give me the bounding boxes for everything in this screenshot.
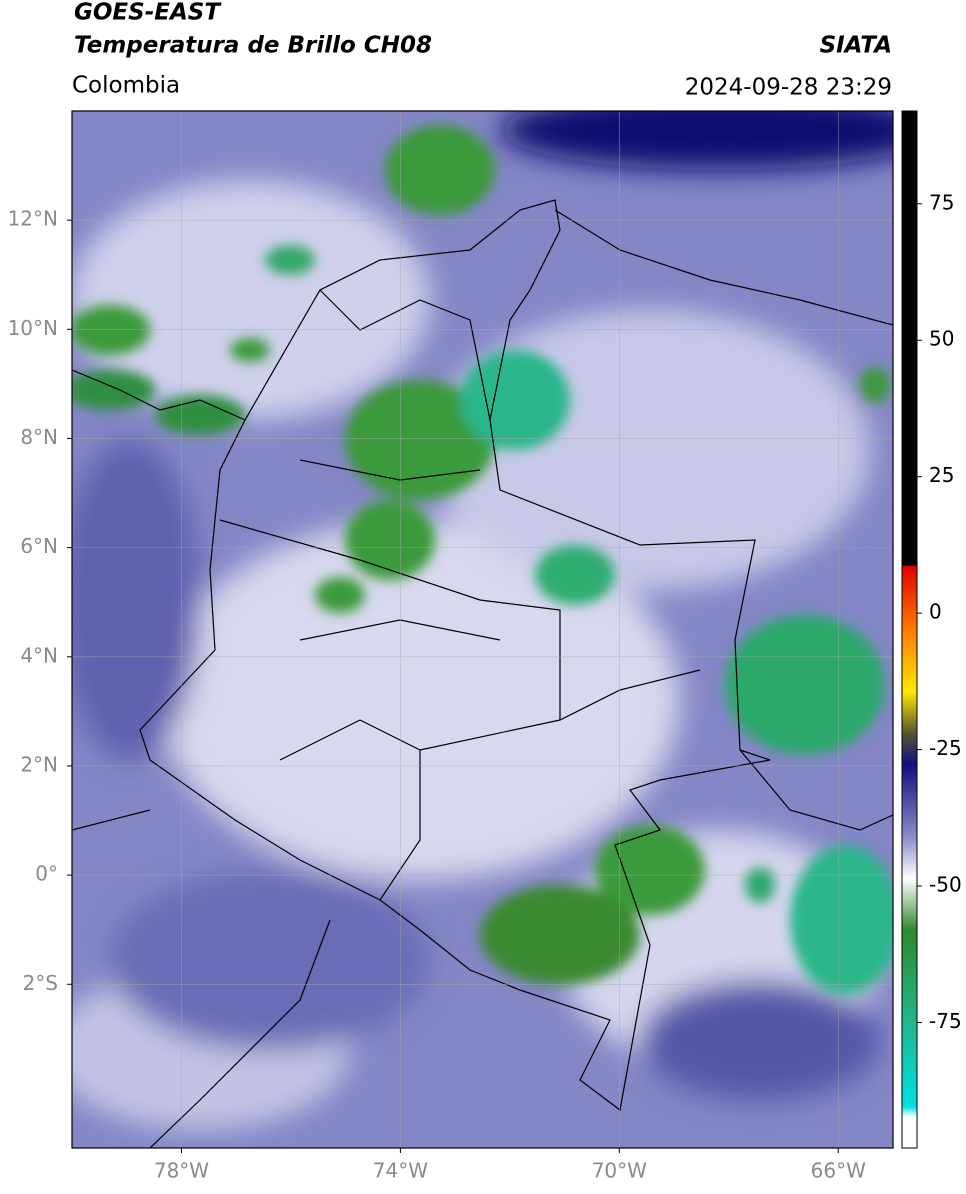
colorbar-tick-label: 75 [929,190,954,214]
x-tick-label: 66°W [811,1159,866,1183]
region: Colombia [72,73,180,99]
colorbar-tick-label: -50 [929,873,962,897]
timestamp: 2024-09-28 23:29 [685,75,892,101]
y-tick-label: 8°N [20,425,58,449]
y-tick-label: 4°N [20,643,58,667]
satellite-image [72,111,893,1148]
colorbar-tick-label: 25 [929,463,954,487]
y-tick-label: 6°N [20,534,58,558]
y-tick-label: 12°N [8,207,58,231]
y-tick-label: 0° [35,862,58,886]
colorbar-tick-label: 50 [929,327,954,351]
title: GOES-EAST [74,0,222,26]
y-tick-label: 2°N [20,752,58,776]
colorbar-tick-label: 0 [929,600,942,624]
colorbar [901,110,918,1149]
y-tick-label: 10°N [8,316,58,340]
x-tick-label: 78°W [154,1159,209,1183]
subtitle: Temperatura de Brillo CH08 [74,33,432,59]
map-frame [71,110,894,1149]
source: SIATA [820,33,892,59]
colorbar-tick-label: -75 [929,1009,962,1033]
x-tick-label: 74°W [373,1159,428,1183]
y-tick-label: 2°S [23,971,58,995]
x-tick-label: 70°W [592,1159,647,1183]
colorbar-tick-label: -25 [929,736,962,760]
